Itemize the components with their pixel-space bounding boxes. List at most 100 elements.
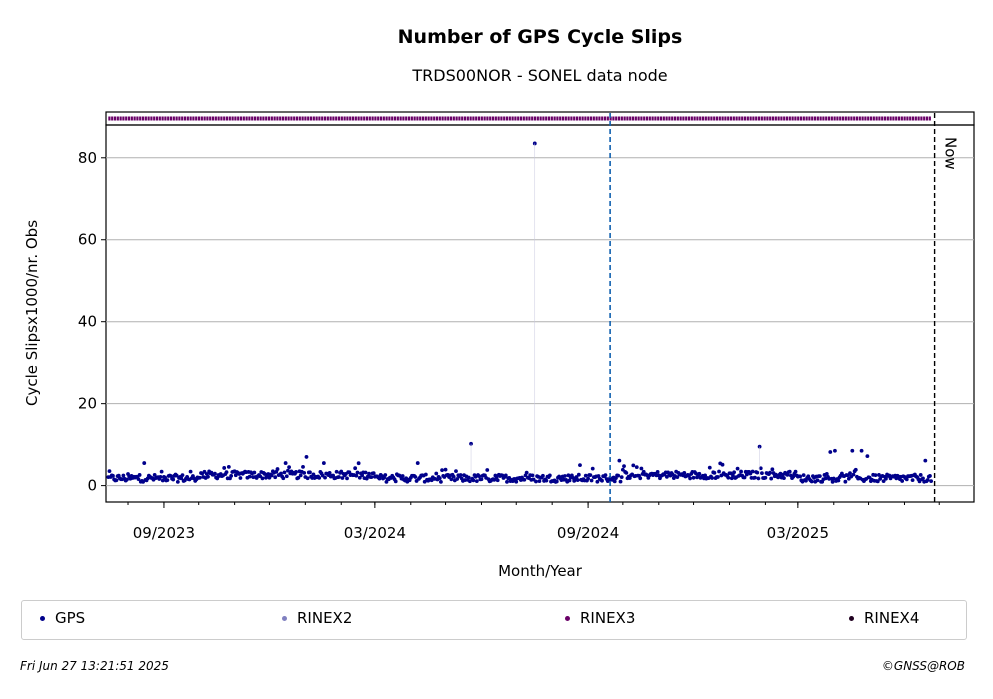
gps-point — [848, 471, 852, 476]
gps-point — [544, 478, 549, 483]
gps-point — [357, 475, 362, 480]
gps-point — [327, 471, 332, 475]
gps-point — [675, 475, 680, 480]
gps-point — [179, 476, 184, 481]
gps-point — [136, 477, 141, 482]
plot-frame — [105, 124, 975, 503]
gps-point — [719, 473, 724, 478]
rinex4-marker-icon — [849, 615, 854, 621]
gps-point — [910, 478, 915, 483]
gps-point — [477, 474, 482, 479]
gps-point — [514, 479, 519, 484]
gps-point — [928, 474, 932, 478]
gps-point — [275, 467, 280, 471]
gps-point — [317, 475, 322, 480]
gps-point — [720, 462, 725, 467]
legend-label: RINEX2 — [297, 609, 353, 627]
gps-point — [340, 476, 345, 480]
gps-point — [363, 470, 368, 475]
gps-point — [925, 478, 930, 482]
gps-point — [603, 473, 608, 478]
gps-point — [188, 469, 193, 474]
gps-point — [830, 479, 835, 484]
gps-point — [524, 470, 529, 475]
gps-point — [851, 472, 856, 477]
gps-point — [634, 465, 639, 469]
gps-point — [697, 471, 702, 476]
gps-point — [107, 469, 112, 474]
gps-point — [458, 473, 463, 477]
gps-point — [281, 476, 286, 481]
gps-point — [298, 473, 303, 478]
gps-point — [731, 473, 735, 478]
gps-point — [301, 464, 305, 469]
gps-point — [233, 473, 238, 478]
gps-point — [828, 450, 833, 454]
gps-point — [269, 473, 274, 478]
gps-point — [804, 478, 808, 483]
gps-point — [530, 473, 535, 478]
gps-point — [769, 476, 774, 481]
gps-point — [455, 477, 460, 481]
legend-label: RINEX4 — [864, 609, 920, 627]
gps-point — [367, 471, 371, 476]
gps-point — [279, 471, 283, 476]
gps-point — [124, 477, 129, 482]
gps-point — [703, 473, 708, 478]
gps-point — [755, 470, 760, 475]
now-label: Now — [942, 137, 960, 170]
rinex3-marker-icon — [565, 615, 570, 621]
gps-point — [224, 470, 229, 475]
gps-point — [283, 461, 288, 465]
gps-point — [334, 469, 339, 474]
gps-point — [439, 479, 443, 484]
gps-point — [121, 473, 126, 478]
gps-point — [717, 469, 721, 474]
legend-label: RINEX3 — [580, 609, 636, 627]
gps-point — [554, 479, 559, 484]
gps-point — [355, 470, 360, 475]
gps-point — [296, 475, 301, 480]
gps-point — [534, 479, 538, 484]
gps-point — [688, 476, 692, 481]
gps-point — [323, 475, 327, 480]
gps-point — [638, 476, 643, 481]
gps-point — [383, 473, 388, 477]
gps-point — [809, 479, 814, 484]
gps-point — [247, 474, 252, 479]
gps-point — [588, 473, 593, 478]
gps-point — [229, 473, 234, 478]
gps-point — [356, 461, 361, 466]
gps-point — [575, 478, 580, 482]
gps-point — [590, 466, 595, 471]
gps-point — [618, 479, 623, 484]
gps-point — [369, 475, 374, 480]
gps-point — [843, 479, 848, 484]
gps-point — [619, 475, 624, 480]
chart-title: Number of GPS Cycle Slips — [398, 26, 683, 48]
gps-point — [152, 472, 157, 477]
x-axis: 09/2023 03/2024 09/2024 03/2025 — [127, 502, 940, 542]
gps-point — [923, 458, 928, 463]
gps-point — [793, 469, 798, 474]
legend-item-rinex3: RINEX3 — [565, 609, 635, 627]
gps-point — [881, 479, 886, 483]
gps-point — [494, 475, 499, 480]
gps-point — [111, 473, 115, 478]
gps-point — [260, 476, 265, 481]
gps-point — [547, 473, 552, 478]
gps-point — [655, 469, 660, 474]
spike-lines — [470, 143, 760, 478]
footer-timestamp: Fri Jun 27 13:21:51 2025 — [20, 659, 169, 673]
gps-point — [735, 466, 740, 471]
gps-point — [354, 473, 359, 478]
gps-point — [415, 461, 420, 465]
gps-point — [505, 480, 509, 484]
gps-point — [282, 470, 287, 475]
gps-point — [503, 473, 508, 478]
gps-point — [423, 472, 428, 477]
gps-point — [449, 477, 454, 482]
rinex2-marker-icon — [282, 615, 287, 621]
gps-point — [859, 448, 864, 453]
